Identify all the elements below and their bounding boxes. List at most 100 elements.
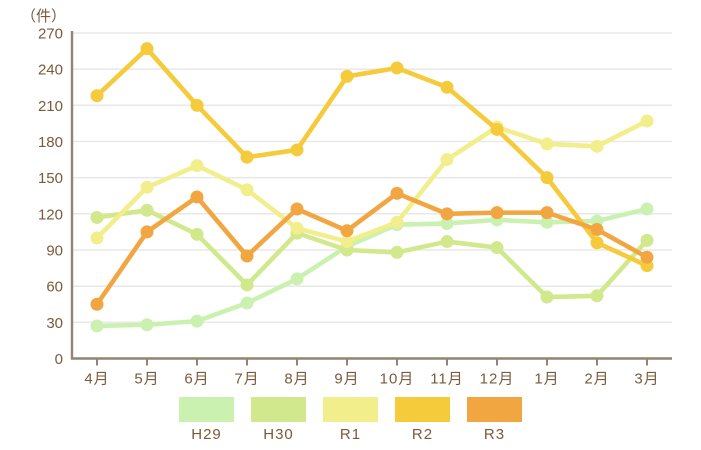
- x-axis-tick-label-11月: 11月: [430, 371, 464, 388]
- data-point-R1-3月: [640, 114, 654, 128]
- data-point-R3-2月: [590, 223, 604, 237]
- data-point-H29-5月: [140, 318, 154, 332]
- data-point-H30-4月: [90, 210, 104, 224]
- data-point-H30-6月: [190, 227, 204, 241]
- data-point-H30-1月: [540, 290, 554, 304]
- data-point-R3-1月: [540, 206, 554, 220]
- x-axis-tick-label-5月: 5月: [134, 371, 159, 388]
- data-point-R1-10月: [390, 215, 404, 229]
- data-point-H29-3月: [640, 202, 654, 216]
- y-axis-tick-label-120: 120: [38, 206, 63, 223]
- data-point-R2-7月: [240, 150, 254, 164]
- y-axis-tick-label-30: 30: [46, 315, 63, 332]
- data-point-R3-5月: [140, 225, 154, 239]
- data-point-R3-11月: [440, 207, 454, 221]
- data-point-H30-12月: [490, 241, 504, 255]
- legend-item-H30: H30: [251, 397, 306, 443]
- x-axis-tick-label-6月: 6月: [184, 371, 209, 388]
- y-axis-tick-label-0: 0: [55, 351, 63, 368]
- series-R2: [90, 42, 654, 273]
- data-point-H30-3月: [640, 233, 654, 247]
- x-axis-tick-label-3月: 3月: [634, 371, 659, 388]
- y-axis-tick-label-60: 60: [46, 279, 63, 296]
- y-axis-tick-label-210: 210: [38, 98, 63, 115]
- legend-label-R1: R1: [339, 426, 362, 443]
- y-axis-tick-label-240: 240: [38, 62, 63, 79]
- data-point-H29-8月: [290, 272, 304, 286]
- data-point-R2-10月: [390, 61, 404, 75]
- data-point-H29-6月: [190, 314, 204, 328]
- legend-swatch-R3: [467, 397, 522, 422]
- data-point-H29-11月: [440, 216, 454, 230]
- x-axis-tick-label-2月: 2月: [584, 371, 609, 388]
- data-point-R1-4月: [90, 231, 104, 245]
- legend-label-R2: R2: [411, 426, 434, 443]
- legend-item-R1: R1: [323, 397, 378, 443]
- x-axis-tick-label-10月: 10月: [380, 371, 415, 388]
- x-axis-tick-label-1月: 1月: [534, 371, 559, 388]
- data-point-R2-12月: [490, 122, 504, 136]
- series-H30: [90, 203, 654, 304]
- legend-label-H30: H30: [263, 426, 294, 443]
- data-point-R2-4月: [90, 89, 104, 103]
- x-axis-tick-label-4月: 4月: [84, 371, 109, 388]
- data-point-R3-10月: [390, 186, 404, 200]
- y-axis-tick-label-270: 270: [38, 26, 63, 43]
- data-point-R3-7月: [240, 249, 254, 263]
- x-axis-tick-label-12月: 12月: [480, 371, 515, 388]
- data-point-R3-4月: [90, 297, 104, 311]
- data-point-R2-5月: [140, 42, 154, 56]
- legend-swatch-R1: [323, 397, 378, 422]
- legend-swatch-H30: [251, 397, 306, 422]
- data-point-R1-1月: [540, 137, 554, 151]
- data-point-H29-4月: [90, 319, 104, 333]
- series-line-R1: [94, 118, 650, 244]
- legend-item-R3: R3: [467, 397, 522, 443]
- data-point-R2-1月: [540, 171, 554, 185]
- legend-swatch-R2: [395, 397, 450, 422]
- data-point-R1-6月: [190, 159, 204, 173]
- series-line-H30: [94, 207, 650, 300]
- data-point-R2-6月: [190, 98, 204, 112]
- data-point-H30-10月: [390, 245, 404, 259]
- data-point-R1-7月: [240, 183, 254, 197]
- data-point-H30-5月: [140, 203, 154, 217]
- y-axis-unit-label: （件）: [21, 8, 66, 25]
- x-axis-tick-label-7月: 7月: [234, 371, 259, 388]
- data-point-R2-11月: [440, 80, 454, 94]
- y-axis-tick-label-150: 150: [38, 170, 63, 187]
- y-axis-tick-label-180: 180: [38, 134, 63, 151]
- data-point-H29-1月: [540, 215, 554, 229]
- data-point-R2-9月: [340, 69, 354, 83]
- series-R3: [90, 186, 654, 311]
- data-point-R1-2月: [590, 139, 604, 153]
- data-point-H30-7月: [240, 278, 254, 292]
- data-point-R2-2月: [590, 236, 604, 250]
- line-chart: 0 30 60 90 120 150 180 210 240 270（件） 4月 5月 6月 7月 8月 9月…: [21, 8, 672, 388]
- data-point-R1-5月: [140, 180, 154, 194]
- data-point-R1-8月: [290, 221, 304, 235]
- legend-item-R2: R2: [395, 397, 450, 443]
- data-point-R1-9月: [340, 235, 354, 249]
- data-point-H30-2月: [590, 289, 604, 303]
- data-point-R1-11月: [440, 153, 454, 167]
- series-line-H29: [94, 206, 650, 329]
- series-line-R3: [94, 191, 650, 307]
- data-point-R3-3月: [640, 250, 654, 264]
- chart-legend: H29 H30 R1 R2 R3: [0, 397, 701, 443]
- x-axis-tick-label-8月: 8月: [284, 371, 309, 388]
- series-R1: [90, 114, 654, 249]
- data-point-H30-11月: [440, 235, 454, 249]
- series-line-R2: [94, 46, 650, 268]
- legend-item-H29: H29: [179, 397, 234, 443]
- legend-swatch-H29: [179, 397, 234, 422]
- data-point-H29-7月: [240, 296, 254, 310]
- legend-label-R3: R3: [483, 426, 506, 443]
- data-point-R3-9月: [340, 224, 354, 238]
- data-point-R3-6月: [190, 190, 204, 204]
- data-point-R3-8月: [290, 202, 304, 216]
- y-axis-tick-label-90: 90: [46, 243, 63, 260]
- data-point-R2-8月: [290, 143, 304, 157]
- x-axis-tick-label-9月: 9月: [334, 371, 359, 388]
